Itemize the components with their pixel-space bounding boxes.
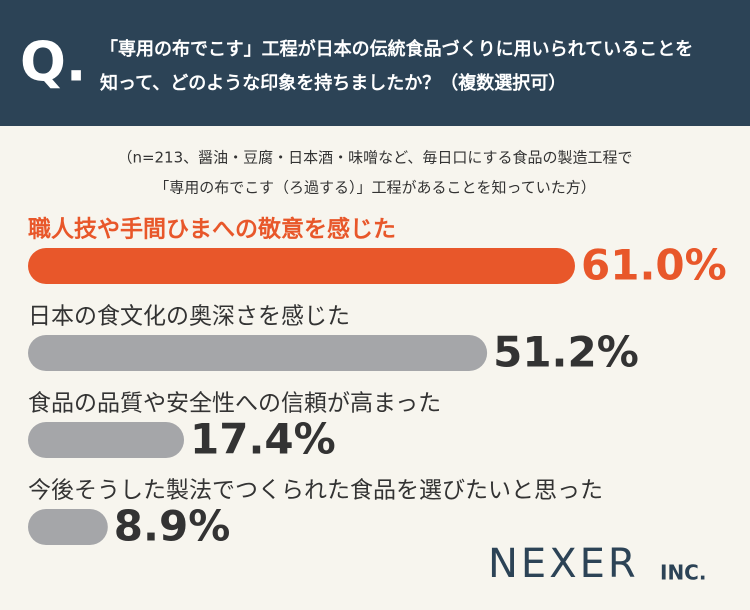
category-label: 食品の品質や安全性への信頼が高まった	[28, 391, 441, 417]
question-line: 「専用の布でこす」工程が日本の伝統食品づくりに用いられていることを	[100, 38, 693, 60]
category-label: 今後そうした製法でつくられた食品を選びたいと思った	[28, 478, 603, 504]
subtitle-line: （n=213、醤油・豆腐・日本酒・味噌など、毎日口にする食品の製造工程で	[117, 149, 632, 167]
bar	[28, 335, 488, 371]
logo-main: NEXER	[488, 541, 639, 587]
bar	[28, 422, 185, 458]
question-label: Q.	[20, 31, 86, 94]
value-label: 17.4%	[190, 415, 336, 464]
value-label: 8.9%	[114, 502, 230, 551]
subtitle-line: 「専用の布でこす（ろ過する）」工程があることを知っていた方）	[154, 179, 595, 197]
logo-sub: INC.	[660, 561, 706, 585]
question-line: 知って、どのような印象を持ちましたか？（複数選択可）	[100, 72, 566, 94]
bar	[28, 248, 575, 284]
value-label: 61.0%	[581, 241, 727, 290]
value-label: 51.2%	[493, 328, 639, 377]
category-label: 職人技や手間ひまへの敬意を感じた	[28, 216, 396, 243]
category-label: 日本の食文化の奥深さを感じた	[28, 304, 350, 330]
header	[0, 0, 750, 126]
bar	[28, 509, 108, 545]
